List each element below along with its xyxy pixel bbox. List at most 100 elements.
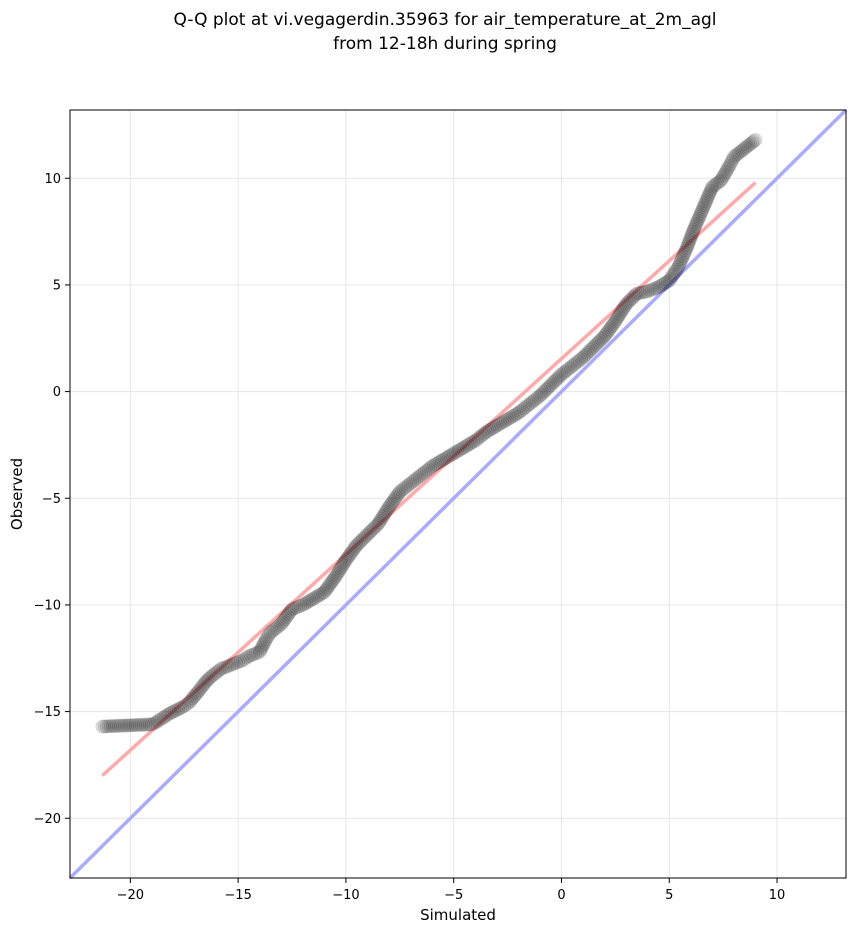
quantile-point: [421, 462, 436, 477]
quantile-point: [233, 654, 248, 669]
quantile-point: [318, 583, 333, 598]
quantile-point: [162, 706, 177, 721]
quantile-point: [228, 655, 243, 670]
quantile-point: [743, 136, 758, 151]
quantile-point: [164, 705, 179, 720]
quantile-point: [690, 213, 705, 228]
quantile-point: [479, 425, 494, 440]
quantile-point: [331, 565, 346, 580]
quantile-point: [426, 458, 441, 473]
quantile-point: [609, 312, 624, 327]
quantile-point: [212, 663, 227, 678]
quantile-point: [346, 543, 361, 558]
identity-line: [68, 108, 848, 880]
quantile-point: [612, 307, 627, 322]
quantile-point: [337, 554, 352, 569]
quantile-point: [720, 162, 735, 177]
y-tick-label: 0: [53, 385, 61, 400]
quantile-point: [430, 456, 445, 471]
quantile-point: [721, 160, 736, 175]
y-tick-label: −10: [34, 598, 61, 613]
quantile-point: [218, 660, 233, 675]
quantile-point: [685, 226, 700, 241]
quantile-point: [715, 171, 730, 186]
quantile-point: [695, 202, 710, 217]
quantile-point: [252, 644, 267, 659]
quantile-point: [484, 421, 499, 436]
quantile-point: [539, 382, 554, 397]
quantile-point: [558, 364, 573, 379]
quantile-point: [432, 455, 447, 469]
quantile-point: [203, 670, 218, 685]
quantile-point: [241, 649, 256, 664]
quantile-point: [113, 718, 128, 733]
quantile-point: [534, 387, 549, 402]
quantile-point: [156, 710, 171, 725]
quantile-point: [710, 175, 725, 190]
quantile-point: [663, 271, 678, 286]
quantile-point: [226, 656, 241, 671]
quantile-point: [389, 489, 404, 504]
quantile-point: [111, 718, 126, 733]
quantile-point: [343, 546, 358, 561]
quantile-point: [746, 134, 761, 149]
quantile-point: [579, 347, 594, 362]
quantile-point: [598, 327, 613, 342]
quantile-point: [171, 702, 186, 717]
quantile-point: [322, 578, 337, 593]
quantile-point: [588, 338, 603, 353]
quantile-point: [196, 678, 211, 693]
quantile-point: [186, 689, 201, 704]
quantile-point: [132, 717, 147, 732]
quantile-point: [471, 430, 486, 445]
quantile-point: [320, 580, 335, 595]
quantile-point: [605, 317, 620, 332]
quantile-point: [160, 707, 175, 722]
quantile-point: [696, 200, 711, 215]
quantile-point: [295, 597, 310, 612]
quantile-point: [208, 666, 223, 681]
quantile-point: [265, 624, 280, 639]
quantile-point: [496, 414, 511, 429]
quantile-point: [453, 442, 468, 457]
quantile-point: [118, 718, 133, 733]
quantile-point: [708, 177, 723, 192]
quantile-point: [620, 295, 635, 310]
quantile-point: [675, 251, 690, 266]
x-tick-label: 0: [557, 888, 565, 903]
quantile-point: [358, 529, 373, 544]
quantile-point: [152, 712, 167, 727]
quantile-point: [551, 370, 566, 385]
quantile-point: [379, 503, 394, 518]
quantile-point: [570, 354, 585, 369]
quantile-point: [258, 633, 273, 648]
quantile-point: [352, 535, 367, 550]
quantile-point: [434, 453, 449, 468]
quantile-point: [293, 598, 308, 613]
quantile-point: [462, 436, 477, 451]
quantile-point: [556, 366, 571, 381]
quantile-point: [448, 445, 463, 460]
quantile-point: [607, 315, 622, 330]
chart-subtitle: from 12-18h during spring: [333, 34, 557, 54]
quantile-point: [362, 526, 377, 541]
quantile-point: [99, 719, 114, 734]
quantile-point: [414, 467, 429, 482]
quantile-point: [446, 446, 461, 461]
quantile-point: [722, 158, 737, 173]
quantile-point: [329, 568, 344, 583]
quantile-point: [177, 698, 192, 713]
quantile-point: [504, 410, 519, 425]
quantile-point: [384, 496, 399, 511]
quantile-point: [671, 258, 686, 273]
quantile-point: [545, 376, 560, 391]
quantile-point: [443, 448, 458, 463]
quantile-point: [668, 264, 683, 279]
quantile-point: [250, 645, 265, 660]
quantile-point: [105, 719, 120, 734]
quantile-point: [130, 718, 145, 733]
quantile-point: [282, 605, 297, 620]
quantile-point: [592, 333, 607, 348]
quantile-point: [670, 260, 685, 275]
quantile-point: [437, 451, 452, 466]
